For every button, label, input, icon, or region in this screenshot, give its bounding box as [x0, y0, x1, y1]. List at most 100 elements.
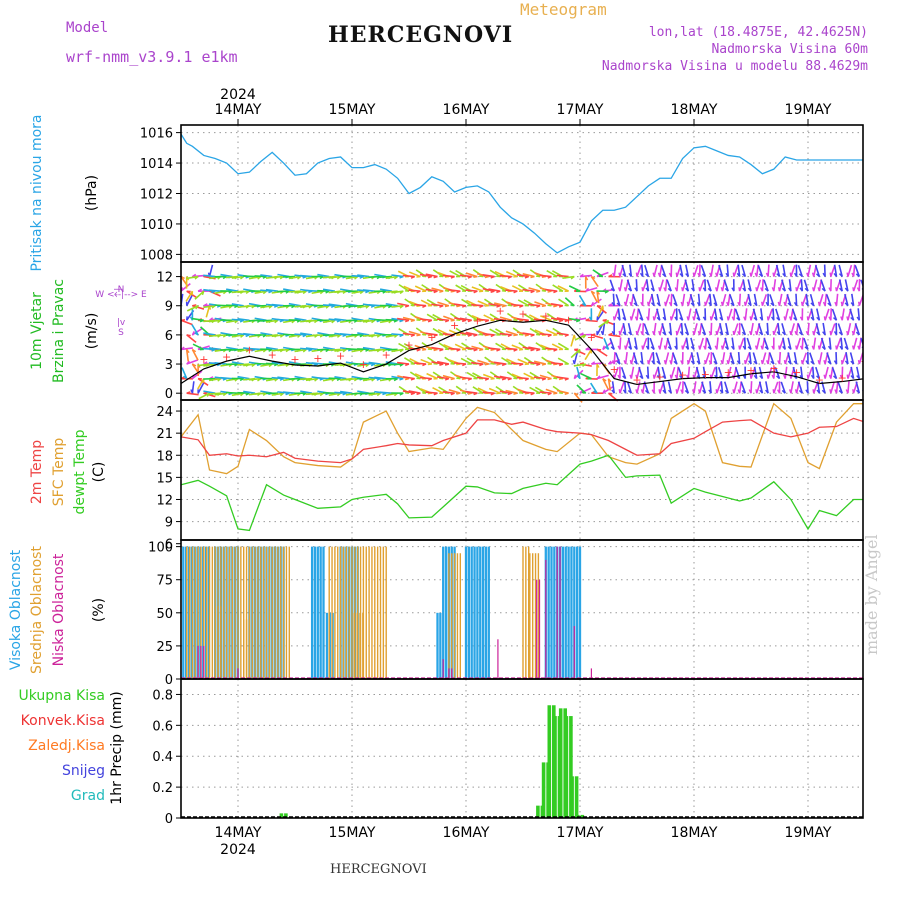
wind-arrow — [769, 294, 775, 306]
wind-arrow-head — [794, 330, 798, 336]
wind-arrow-head — [650, 346, 655, 350]
wind-arrow — [454, 303, 467, 307]
cloud-mid-bar — [228, 546, 231, 678]
wind-arrow — [865, 352, 866, 364]
wind-arrow — [856, 366, 861, 379]
footer-title: HERCEGNOVI — [330, 862, 427, 877]
wind-arrow — [420, 358, 433, 365]
wind-arrow — [742, 279, 747, 292]
wind-arrow-head — [698, 345, 701, 350]
wind-arrow-head — [719, 273, 723, 278]
wind-arrow — [806, 381, 809, 394]
wind-arrow — [510, 303, 524, 307]
wind-arrow-head — [190, 389, 194, 394]
wind-arrow — [795, 293, 798, 306]
y-tick-label: 3 — [165, 358, 173, 373]
wind-arrow-head — [564, 392, 569, 395]
wind-arrow — [408, 289, 421, 292]
wind-arrow — [449, 270, 461, 278]
wind-arrow — [391, 274, 404, 278]
wind-arrow-head — [708, 302, 712, 307]
wind-arrow-head — [765, 301, 769, 307]
cloud-mid-bar — [260, 546, 262, 678]
wind-arrow — [716, 279, 721, 292]
page-title: HERCEGNOVI — [328, 22, 514, 48]
wind-arrow-head — [422, 319, 427, 322]
wind-arrow-head — [564, 377, 569, 381]
wind-arrow — [809, 352, 815, 365]
wind-arrow — [425, 391, 438, 394]
wind-arrow-head — [817, 287, 821, 292]
wind-arrow-head — [701, 331, 706, 336]
wind-arrow — [706, 279, 712, 292]
wind-arrow — [197, 382, 205, 394]
wind-arrow-head — [524, 275, 529, 279]
wind-arrow — [550, 317, 564, 322]
wind-arrow-head — [749, 374, 752, 379]
wind-arrow-head — [547, 334, 552, 338]
temp-unit: (C) — [91, 462, 107, 483]
wind-arrow-head — [330, 305, 336, 309]
wind-arrow — [717, 366, 724, 379]
wind-arrow — [727, 366, 732, 379]
wind-arrow-head — [433, 392, 438, 396]
wind-arrow — [685, 337, 690, 350]
wind-arrow-head — [652, 272, 655, 277]
cloud-high-bar — [467, 546, 470, 678]
wind-arrow — [460, 357, 473, 365]
wind-arrow-head — [674, 316, 678, 321]
wind-arrow — [471, 303, 484, 307]
wind-arrow — [501, 356, 513, 365]
cloud-low-bar — [590, 668, 592, 678]
wind-arrow-head — [302, 348, 307, 353]
wind-arrow — [374, 348, 387, 352]
wind-arrow-head — [771, 287, 775, 292]
wind-arrow-head — [736, 360, 741, 365]
wind-arrow — [664, 294, 671, 306]
wind-arrow-head — [668, 389, 672, 394]
wind-arrow-head — [371, 378, 376, 382]
wind-arrow — [641, 279, 648, 292]
wind-arrow-head — [585, 287, 590, 292]
wind-arrow-head — [211, 348, 216, 352]
bottom-day-label: 19MAY — [785, 825, 832, 841]
wind-arrow — [775, 308, 781, 321]
precip-bar — [279, 813, 284, 818]
wind-arrow — [570, 348, 581, 359]
wind-arrow — [243, 304, 256, 308]
wind-arrow — [805, 293, 809, 306]
wind-arrow-head — [703, 345, 707, 350]
wind-arrow-head — [798, 331, 803, 336]
wind-arrow-head — [645, 345, 650, 350]
wind-arrow — [385, 334, 398, 338]
wind-arrow — [635, 279, 638, 292]
wind-arrow — [649, 337, 655, 350]
wind-arrow — [181, 367, 188, 379]
wind-arrow — [482, 391, 495, 394]
wind-arrow-head — [776, 317, 780, 321]
cloud-mid-bar — [186, 546, 188, 678]
wind-arrow-head — [582, 334, 587, 339]
wind-arrow-head — [456, 392, 461, 395]
wind-arrow — [288, 334, 301, 338]
wind-arrow — [743, 337, 747, 350]
wind-arrow — [857, 308, 861, 321]
wind-arrow — [626, 279, 633, 292]
precip-legend-item: Zaledj.Kisa — [28, 738, 105, 754]
wind-arrow — [345, 275, 358, 280]
wind-arrow-head — [591, 290, 596, 294]
wind-arrow-head — [280, 392, 285, 397]
wind-arrow — [656, 293, 661, 306]
wind-arrow — [661, 323, 667, 336]
wind-arrow-head — [856, 287, 860, 292]
wind-arrow — [505, 347, 518, 351]
wind-arrow-head — [765, 360, 769, 365]
wind-arrow-head — [724, 346, 729, 350]
cloud-mid-bar — [254, 546, 256, 678]
wind-arrow-head — [787, 302, 792, 307]
wind-arrow — [767, 308, 773, 321]
wind-arrow-head — [467, 319, 472, 323]
wind-arrow-head — [616, 360, 621, 365]
wind-arrow-head — [410, 319, 415, 323]
